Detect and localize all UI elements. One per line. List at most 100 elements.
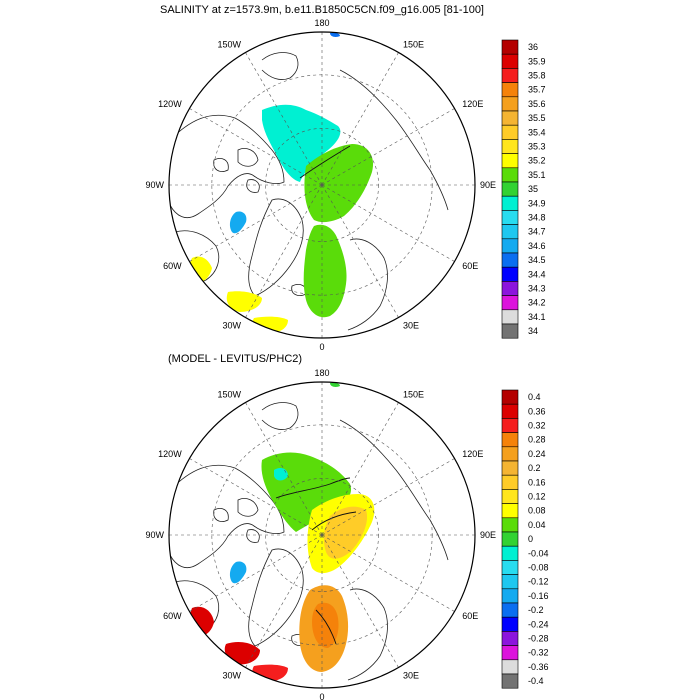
panel-2-lon-label: 90E xyxy=(480,530,496,540)
panel-1-lon-label: 30W xyxy=(222,320,241,330)
panel-1-colorbar-label: 35.6 xyxy=(528,99,546,109)
panel-1-colorbar: 36 35.9 35.8 35.7 35.6 35.5 35.4 35.3 35.2 35.1 35… xyxy=(501,39,546,339)
panel-2-meridian-120E xyxy=(321,458,455,536)
panel-2-colorbar: 0.4 0.36 0.32 0.28 0.24 0.2 0.16 0.12 0.08 0.04 0 -… xyxy=(501,389,549,689)
panel-2-coastline-scandinavia xyxy=(347,588,388,681)
panel-2-fill-gold-eurasian xyxy=(323,506,368,559)
panel-2-colorbar-label: 0.2 xyxy=(528,463,541,473)
panel-1-colorbar-label: 34.9 xyxy=(528,198,546,208)
panel-2-colorbar-swatch xyxy=(501,616,519,632)
panel-1-meridian-30E xyxy=(321,184,399,318)
panel-2-contour-line-3 xyxy=(315,609,337,645)
panel-2-colorbar-label: 0 xyxy=(528,534,533,544)
panel-2-lon-label: 120E xyxy=(462,449,483,459)
panel-2-longitude-labels: 180 150E 120E 90E 60E 30E 0 30W 60W 90W 120W 150W xyxy=(145,368,496,700)
panel-1-map-border xyxy=(168,31,476,339)
panel-2-fill-green-top xyxy=(330,382,340,387)
panel-2-colorbar-swatch xyxy=(501,645,519,661)
panel-1-meridian-120E xyxy=(321,108,455,186)
panel-1-colorbar-swatch xyxy=(501,167,519,183)
panel-1-colorbar-label: 34.6 xyxy=(528,241,546,251)
panel-2-colorbar-label: 0.4 xyxy=(528,392,541,402)
panel-2-lon-label: 150E xyxy=(403,390,424,400)
panel-1-colorbar-swatch xyxy=(501,53,519,69)
panel-2-fill-blue-baffin xyxy=(229,561,247,584)
panel-2-meridian-120W xyxy=(189,458,323,536)
panel-2-colorbar-swatch xyxy=(501,560,519,575)
panel-1-lon-label: 150W xyxy=(217,40,241,50)
panel-2-fill-dark-orange-strait xyxy=(312,602,339,648)
panel-1-colorbar-swatch xyxy=(501,210,519,225)
panel-2-fill-cyan-patch xyxy=(274,468,288,481)
panel-2-meridian-60E xyxy=(321,534,455,612)
panel-2-lon-label: 0 xyxy=(319,692,324,700)
panel-1-colorbar-swatch xyxy=(501,181,519,197)
panel-2-lon-label: 60W xyxy=(163,611,182,621)
panel-1-colorbar-label: 35.2 xyxy=(528,156,546,166)
panel-2-meridian-150W xyxy=(245,402,323,536)
panel-2-colorbar-label: 0.16 xyxy=(528,477,546,487)
panel-1-fill-blue-baffin xyxy=(229,211,247,234)
panel-2-colorbar-label: 0.24 xyxy=(528,449,546,459)
panel-2-meridian-30W xyxy=(245,534,323,668)
panel-2-contour-line-2 xyxy=(311,511,357,531)
panel-1-field xyxy=(169,32,475,338)
panel-2-lon-label: 60E xyxy=(462,611,478,621)
panel-2-colorbar-swatch xyxy=(501,659,519,675)
panel-1-coastline-canada xyxy=(169,114,285,218)
panel-1-colorbar-swatch xyxy=(501,224,519,240)
panel-1-colorbar-label: 35.1 xyxy=(528,170,546,180)
panel-2-colorbar-swatch xyxy=(501,531,519,547)
panel-1-colorbar-swatch xyxy=(501,68,519,83)
panel-2-lon-label: 120W xyxy=(158,449,182,459)
panel-1-colorbar-label: 34.4 xyxy=(528,269,546,279)
panel-1-colorbar-swatch xyxy=(501,124,519,140)
panel-2-coastline-alaska xyxy=(261,402,299,430)
panel-1-colorbar-label: 35.9 xyxy=(528,56,546,66)
panel-1-fill-yellow-south xyxy=(226,291,262,312)
panel-2-coastline-archipelago xyxy=(213,498,260,543)
panel-2-colorbar-swatch xyxy=(501,446,519,462)
panel-2-colorbar-label: 0.12 xyxy=(528,492,546,502)
panel-1-lon-label: 150E xyxy=(403,40,424,50)
panel-2-colorbar-swatch xyxy=(501,389,519,405)
panel-1-meridian-60E xyxy=(321,184,455,262)
panel-1-colorbar-label: 35.8 xyxy=(528,71,546,81)
panel-1-colorbar-label: 35.4 xyxy=(528,127,546,137)
panel-1-coastline-scandinavia xyxy=(347,238,388,331)
panel-1-meridian-150W xyxy=(245,52,323,186)
panel-2-colorbar-label: 0.32 xyxy=(528,421,546,431)
panel-2-colorbar-label: -0.12 xyxy=(528,577,549,587)
panel-2-colorbar-label: 0.08 xyxy=(528,506,546,516)
panel-1-colorbar-label: 36 xyxy=(528,42,538,52)
panel-1-colorbar-swatch xyxy=(501,323,519,339)
panel-2-coastline-siberia xyxy=(339,419,449,561)
panel-1-colorbar-swatch xyxy=(501,295,519,311)
panel-2-meridian-60W xyxy=(189,534,323,612)
panel-1-lon-label: 30E xyxy=(403,320,419,330)
panel-2: (MODEL - LEVITUS/PHC2) xyxy=(145,353,548,700)
panel-2-lon-label: 90W xyxy=(145,530,164,540)
panel-1-colorbar-label: 34.8 xyxy=(528,213,546,223)
panel-2-colorbar-swatch xyxy=(501,574,519,590)
panel-1-coastline-alaska xyxy=(261,52,299,80)
panel-1-colorbar-swatch xyxy=(501,153,519,169)
panel-2-lon-label: 30E xyxy=(403,670,419,680)
panel-1-colorbar-label: 35 xyxy=(528,184,538,194)
panel-2-colorbar-swatch xyxy=(501,418,519,433)
panel-1-meridian-150E xyxy=(321,52,399,186)
panel-2-fill-red-south xyxy=(224,642,260,665)
panel-2-contour-line-1 xyxy=(275,477,351,499)
panel-2-lon-label: 150W xyxy=(217,390,241,400)
panel-1-meridian-120W xyxy=(189,108,323,186)
panel-2-field xyxy=(169,382,475,688)
panel-1-lon-label: 60E xyxy=(462,261,478,271)
panel-2-map-border xyxy=(168,381,476,689)
panel-1-lon-label: 0 xyxy=(319,342,324,352)
panel-1: SALINITY at z=1573.9m, b.e11.B1850C5CN.f… xyxy=(145,4,545,352)
panel-1-meridian-60W xyxy=(189,184,323,262)
panel-2-colorbar-label: -0.16 xyxy=(528,591,549,601)
panel-1-lon-label: 180 xyxy=(314,18,329,28)
panel-2-colorbar-swatch xyxy=(501,673,519,689)
panel-1-colorbar-swatch xyxy=(501,309,519,325)
